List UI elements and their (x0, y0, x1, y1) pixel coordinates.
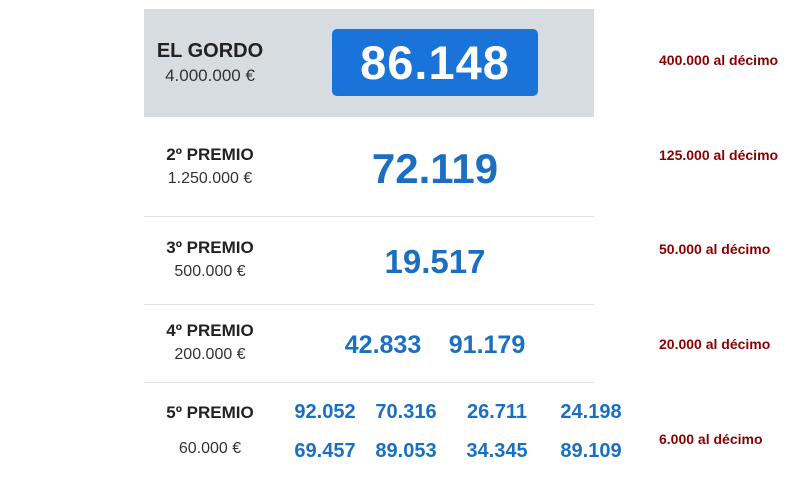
winning-number: 69.457 (294, 440, 356, 462)
prize-amount: 500.000 € (174, 263, 246, 280)
per-decimo-amount: 20.000 al décimo (659, 336, 771, 352)
per-decimo-amount: 400.000 al décimo (659, 52, 779, 68)
winning-number: 92.052 (294, 401, 356, 423)
winning-number: 26.711 (466, 401, 528, 423)
winning-number: 24.198 (560, 401, 622, 423)
row-divider (144, 216, 594, 217)
winning-number: 19.517 (384, 243, 486, 280)
prize-amount: 200.000 € (174, 346, 246, 363)
winning-number: 89.053 (375, 440, 437, 462)
winning-number: 42.833 (344, 331, 422, 359)
winning-number: 89.109 (560, 440, 622, 462)
winning-number: 70.316 (375, 401, 437, 423)
prize-name: EL GORDO (156, 40, 264, 62)
prize-name: 4º PREMIO (166, 321, 254, 340)
prize-name: 5º PREMIO (166, 403, 254, 422)
winning-number: 34.345 (466, 440, 528, 462)
per-decimo-amount: 125.000 al décimo (659, 147, 779, 163)
prize-amount: 4.000.000 € (165, 66, 255, 85)
winning-number: 91.179 (448, 331, 526, 359)
prize-name: 2º PREMIO (166, 145, 254, 164)
row-divider (144, 382, 594, 383)
prize-name: 3º PREMIO (166, 238, 254, 257)
row-divider (144, 304, 594, 305)
prize-amount: 60.000 € (178, 440, 242, 457)
prize-amount: 1.250.000 € (167, 170, 253, 187)
winning-number: 72.119 (371, 145, 499, 192)
per-decimo-amount: 50.000 al décimo (659, 241, 771, 257)
winning-number: 86.148 (332, 29, 538, 96)
per-decimo-amount: 6.000 al décimo (659, 431, 763, 447)
